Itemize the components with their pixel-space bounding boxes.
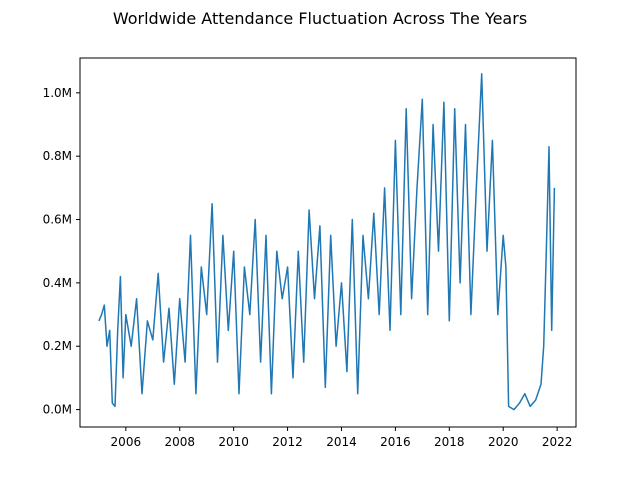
x-tick-label: 2010 [218,435,249,449]
y-tick-label: 0.2M [43,339,72,353]
x-tick-label: 2006 [111,435,142,449]
x-tick-label: 2018 [434,435,465,449]
plot-area: 2006 2008 2010 2012 2014 2016 2018 2020 2022 0.0M… [43,57,577,449]
x-tick-label: 2022 [542,435,573,449]
y-tick-label: 0.0M [43,403,72,417]
x-tick-label: 2020 [488,435,519,449]
x-tick-label: 2016 [380,435,411,449]
x-tick-label: 2012 [272,435,303,449]
chart-title: Worldwide Attendance Fluctuation Across … [113,9,527,28]
y-tick-label: 0.4M [43,276,72,290]
y-tick-label: 0.8M [43,149,72,163]
x-tick-label: 2008 [164,435,195,449]
x-tick-label: 2014 [326,435,357,449]
series-line-0 [98,73,556,411]
y-tick-label: 1.0M [43,86,72,100]
axes-frame [79,57,577,428]
y-tick-label: 0.6M [43,213,72,227]
